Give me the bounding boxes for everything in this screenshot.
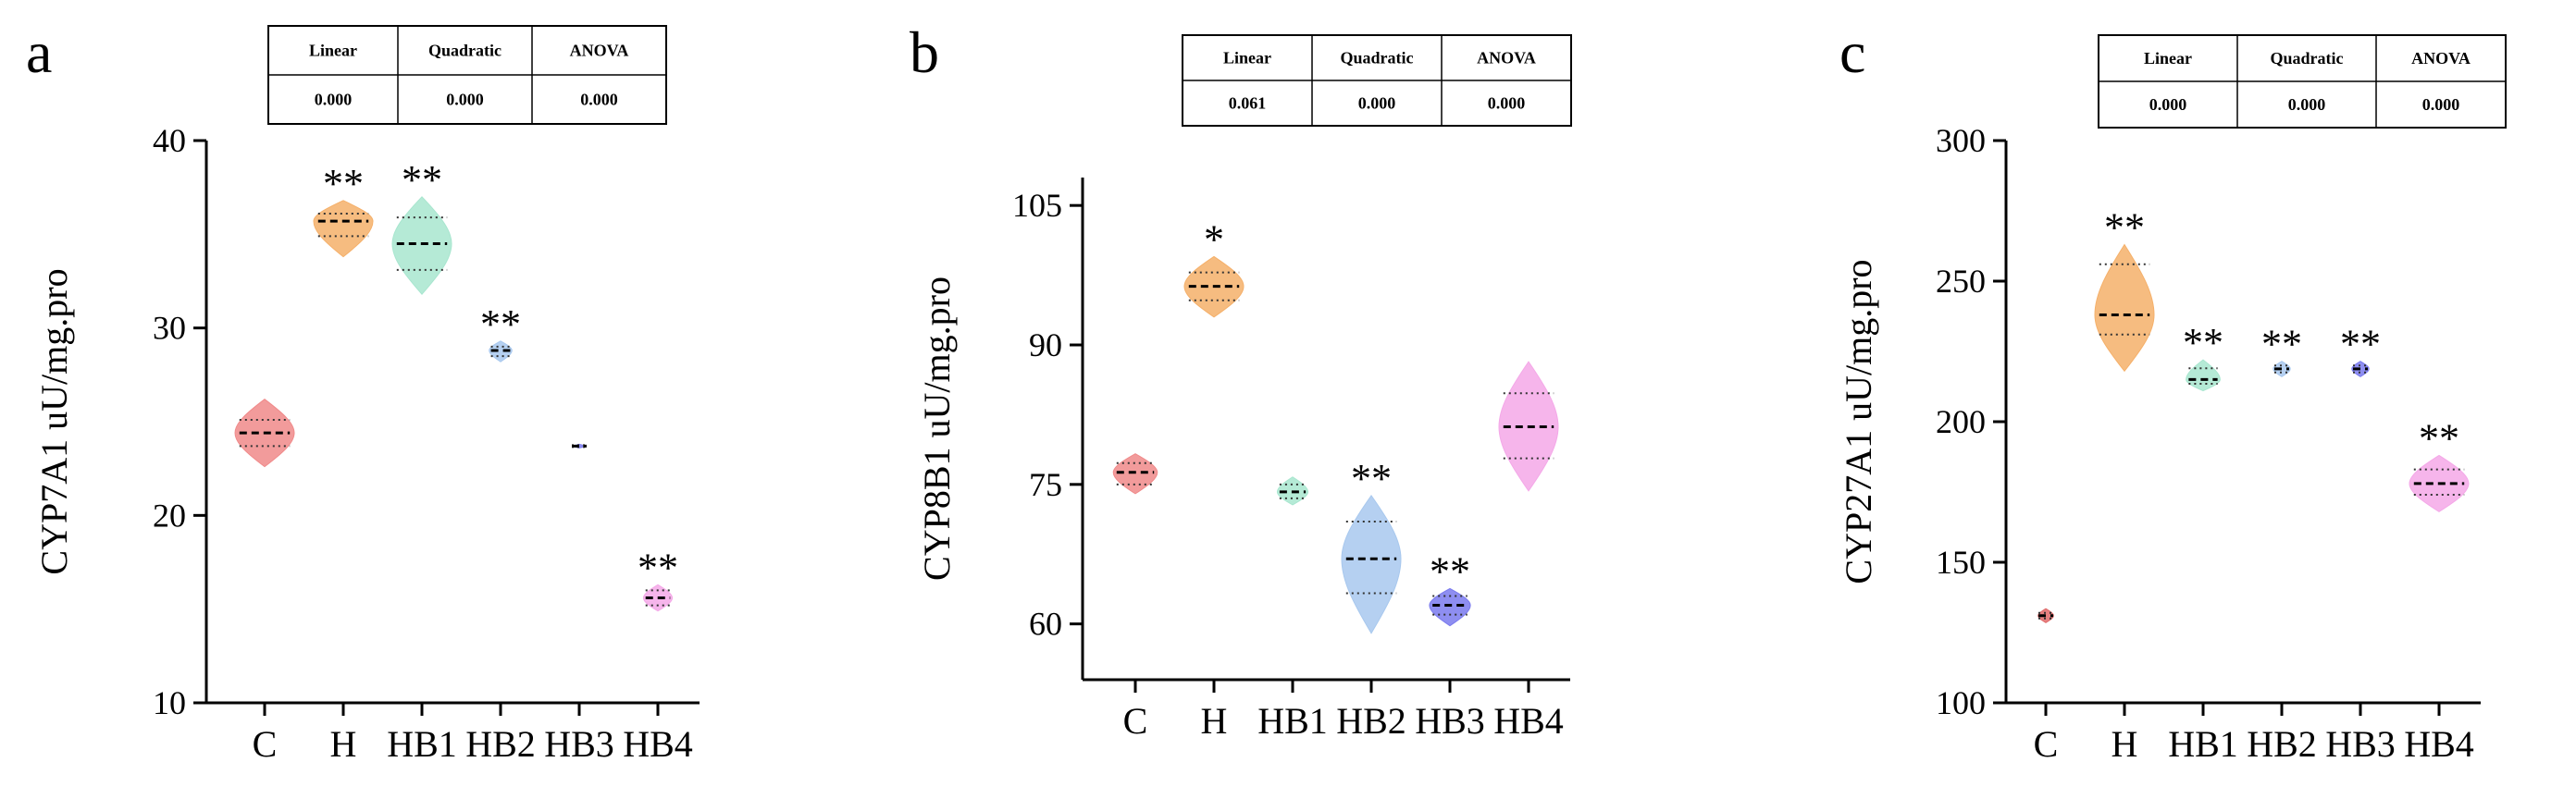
violin-c: C [234,399,295,765]
y-tick-label: 105 [1012,187,1062,224]
x-tick-label: H [2112,723,2138,765]
stats-header-linear: Linear [2144,49,2192,68]
stats-header-anova: ANOVA [1477,49,1536,68]
x-tick-label: HB2 [1336,700,1406,742]
y-tick-label: 10 [153,684,186,721]
violin-c: C [2034,608,2059,765]
panel-letter: b [910,19,939,85]
x-tick-label: C [2034,723,2059,765]
y-tick-label: 300 [1936,122,1986,159]
stats-header-anova: ANOVA [570,42,629,60]
y-tick-label: 30 [153,310,186,347]
y-axis-label: CYP8B1 uU/mg.pro [916,277,958,581]
y-tick-label: 40 [153,122,186,159]
violin-hb2: HB2 ** [1336,456,1406,742]
violin-hb1: HB1 ** [2168,320,2238,765]
violin-hb3: HB3 ** [1415,548,1485,742]
y-axis-label: CYP27A1 uU/mg.pro [1838,259,1879,584]
x-tick-label: HB4 [2404,723,2474,765]
stats-table: Linear 0.061 Quadratic 0.000 ANOVA 0.000 [1182,34,1572,127]
violin-hb2: HB2 ** [465,301,536,765]
violin-hb4: HB4 ** [623,545,693,765]
violin-c: C [1112,453,1158,742]
violin-hb3: HB3 [544,443,614,765]
significance-marker: ** [638,545,678,590]
x-tick-label: HB3 [2325,723,2396,765]
significance-marker: ** [1430,548,1470,594]
stats-table: Linear 0.000 Quadratic 0.000 ANOVA 0.000 [267,25,667,125]
violin-hb3: HB3 ** [2325,322,2396,765]
y-tick-label: 75 [1029,466,1062,503]
panel-a: a Linear 0.000 Quadratic 0.000 ANOVA 0.000 10 20… [26,19,700,765]
stats-value-linear: 0.061 [1229,94,1267,113]
x-tick-label: HB3 [1415,700,1485,742]
significance-marker: ** [2340,322,2381,367]
y-tick-label: 250 [1936,263,1986,300]
violin-body [313,200,374,258]
panel-letter: a [26,19,52,85]
x-tick-label: HB2 [2247,723,2317,765]
y-tick-label: 90 [1029,326,1062,363]
x-tick-label: HB3 [544,723,614,765]
x-tick-label: HB2 [465,723,536,765]
violin-hb4: HB4 [1493,361,1564,742]
violin-h: H* [1183,216,1245,742]
y-tick-label: 100 [1936,684,1986,721]
stats-value-linear: 0.000 [2149,95,2187,114]
stats-value-quadratic: 0.000 [446,91,484,109]
stats-table: Linear 0.000 Quadratic 0.000 ANOVA 0.000 [2098,34,2507,129]
panel-b: b Linear 0.061 Quadratic 0.000 ANOVA 0.000 60 75… [910,19,1572,742]
violin-hb1: HB1 [1257,476,1328,742]
x-tick-label: H [330,723,357,765]
y-tick-label: 200 [1936,403,1986,440]
stats-header-quadratic: Quadratic [428,42,502,60]
violin-h: H ** [2094,204,2155,765]
stats-value-anova: 0.000 [1488,94,1526,113]
stats-value-anova: 0.000 [580,91,618,109]
violin-hb1: HB1 ** [387,157,457,765]
significance-marker: ** [323,161,364,206]
significance-marker: ** [2419,415,2459,461]
y-tick-label: 60 [1029,606,1062,643]
significance-marker: ** [402,157,442,203]
stats-value-linear: 0.000 [315,91,353,109]
stats-header-quadratic: Quadratic [1341,49,1414,68]
x-tick-label: HB1 [387,723,457,765]
x-tick-label: HB1 [2168,723,2238,765]
stats-value-quadratic: 0.000 [2288,95,2326,114]
violin-body [391,196,452,295]
panel-letter: c [1839,19,1865,85]
significance-marker: ** [2104,204,2145,250]
x-tick-label: C [1123,700,1148,742]
violin-hb2: HB2 ** [2247,322,2317,765]
y-tick-label: 150 [1936,544,1986,581]
stats-header-anova: ANOVA [2411,49,2471,68]
violin-body [1112,453,1158,495]
violin-hb4: HB4 ** [2404,415,2474,765]
violin-body [489,340,513,363]
violin-body [1341,495,1402,634]
significance-marker: ** [480,301,521,347]
significance-marker: ** [2261,322,2302,367]
x-tick-label: HB1 [1257,700,1328,742]
y-tick-label: 20 [153,497,186,534]
panel-c: c Linear 0.000 Quadratic 0.000 ANOVA 0.000 100 1… [1838,19,2507,765]
stats-value-quadratic: 0.000 [1358,94,1396,113]
significance-marker: ** [2183,320,2223,365]
violin-h: H ** [313,161,374,765]
violin-body [1429,587,1471,627]
significance-marker: * [1204,216,1224,262]
x-tick-label: H [1201,700,1228,742]
x-tick-label: HB4 [1493,700,1564,742]
stats-value-anova: 0.000 [2422,95,2460,114]
significance-marker: ** [1351,456,1392,501]
stats-header-linear: Linear [1223,49,1271,68]
x-tick-label: C [253,723,278,765]
y-axis-label: CYP7A1 uU/mg.pro [33,268,75,574]
stats-header-quadratic: Quadratic [2271,49,2344,68]
stats-header-linear: Linear [309,42,357,60]
x-tick-label: HB4 [623,723,693,765]
violin-body [2094,243,2155,373]
